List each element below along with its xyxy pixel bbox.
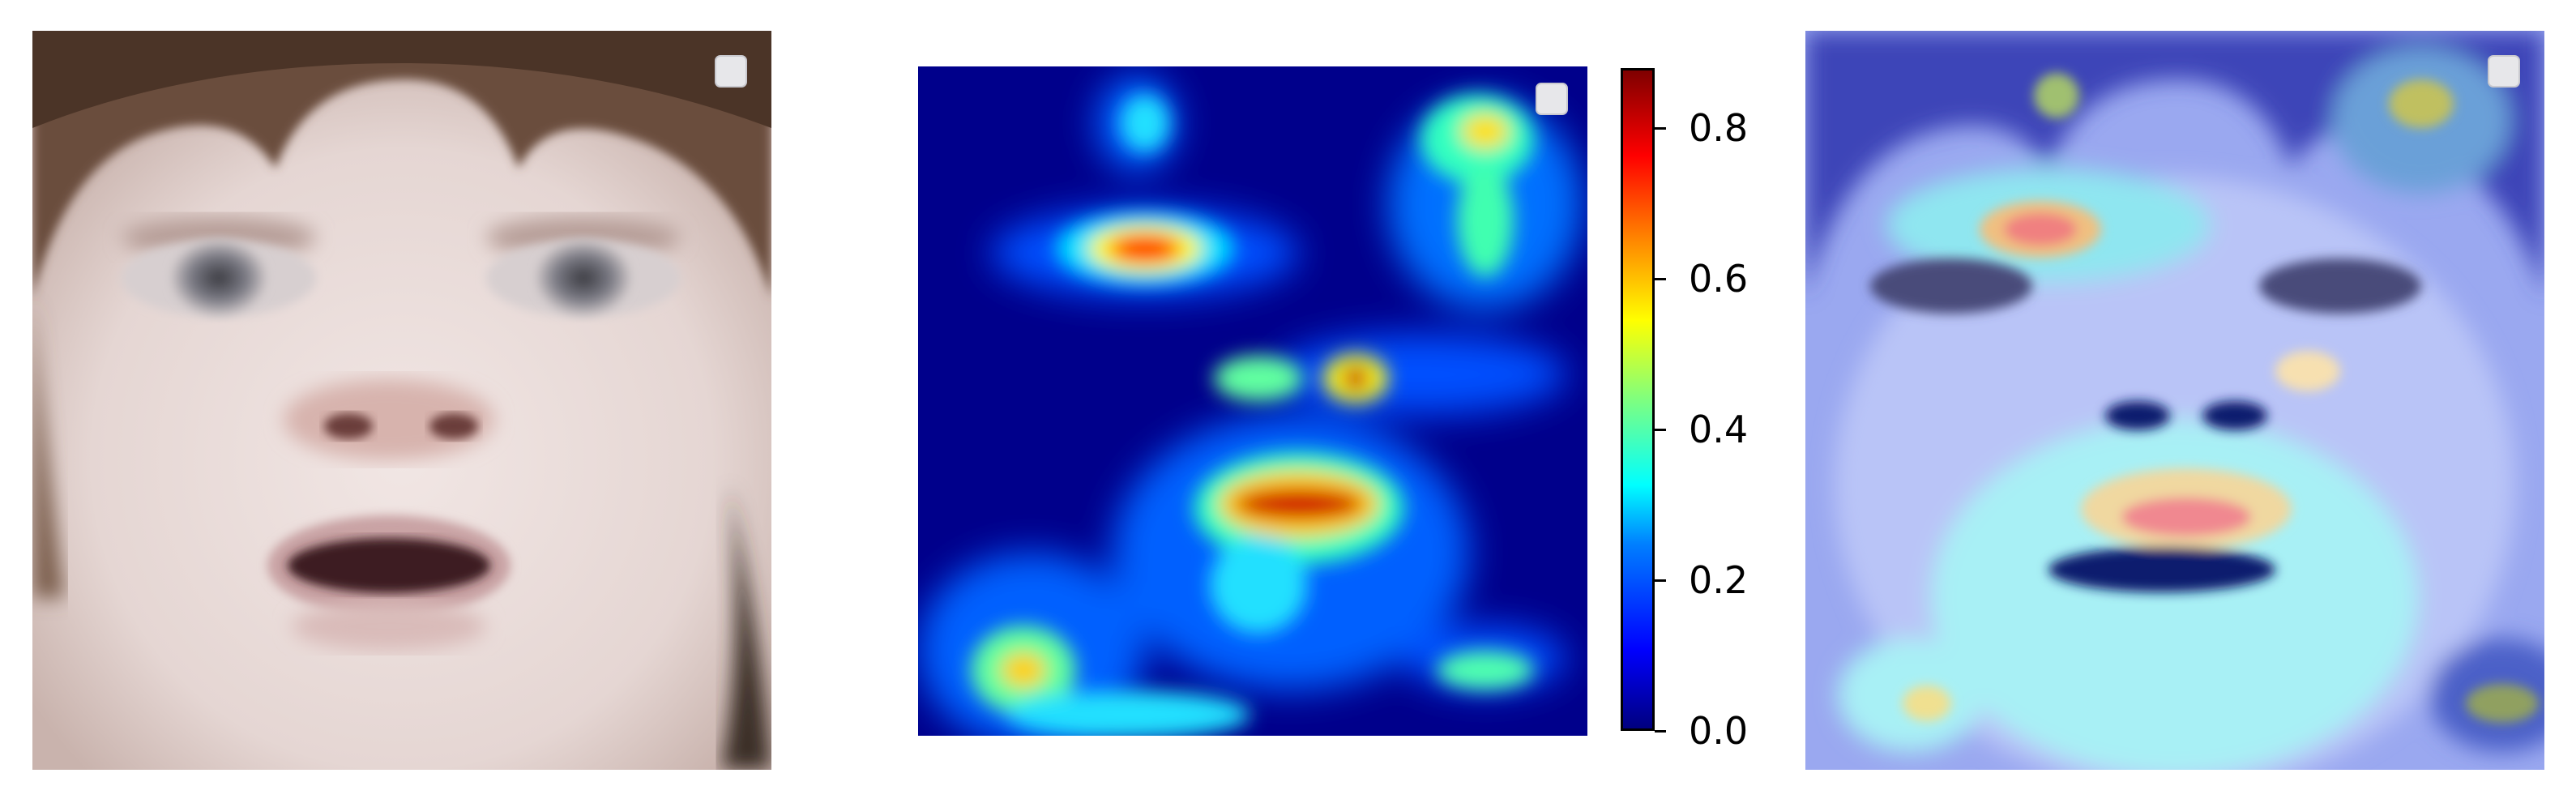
attention-heatmap xyxy=(918,66,1587,736)
original-face-image xyxy=(32,31,771,770)
overlay-image xyxy=(1805,31,2544,770)
colorbar-tick xyxy=(1655,126,1666,130)
colorbar-tick-label: 0.0 xyxy=(1689,709,1749,753)
legend-marker xyxy=(715,55,747,88)
colorbar-gradient xyxy=(1621,68,1655,731)
colorbar-tick xyxy=(1655,729,1666,733)
face-photo-icon xyxy=(32,31,771,770)
colorbar-tick-label: 0.8 xyxy=(1689,106,1749,151)
colorbar-tick xyxy=(1655,428,1666,431)
legend-marker xyxy=(2488,55,2520,88)
colorbar-tick xyxy=(1655,277,1666,280)
colorbar-tick-label: 0.6 xyxy=(1689,257,1749,301)
colorbar: 0.0 0.2 0.4 0.6 0.8 xyxy=(1621,68,1775,750)
overlay-photo-icon xyxy=(1805,31,2544,770)
colorbar-tick-label: 0.2 xyxy=(1689,558,1749,603)
legend-marker xyxy=(1536,83,1568,115)
colorbar-tick-label: 0.4 xyxy=(1689,408,1749,452)
colorbar-tick xyxy=(1655,579,1666,582)
heatmap-icon xyxy=(918,66,1587,736)
